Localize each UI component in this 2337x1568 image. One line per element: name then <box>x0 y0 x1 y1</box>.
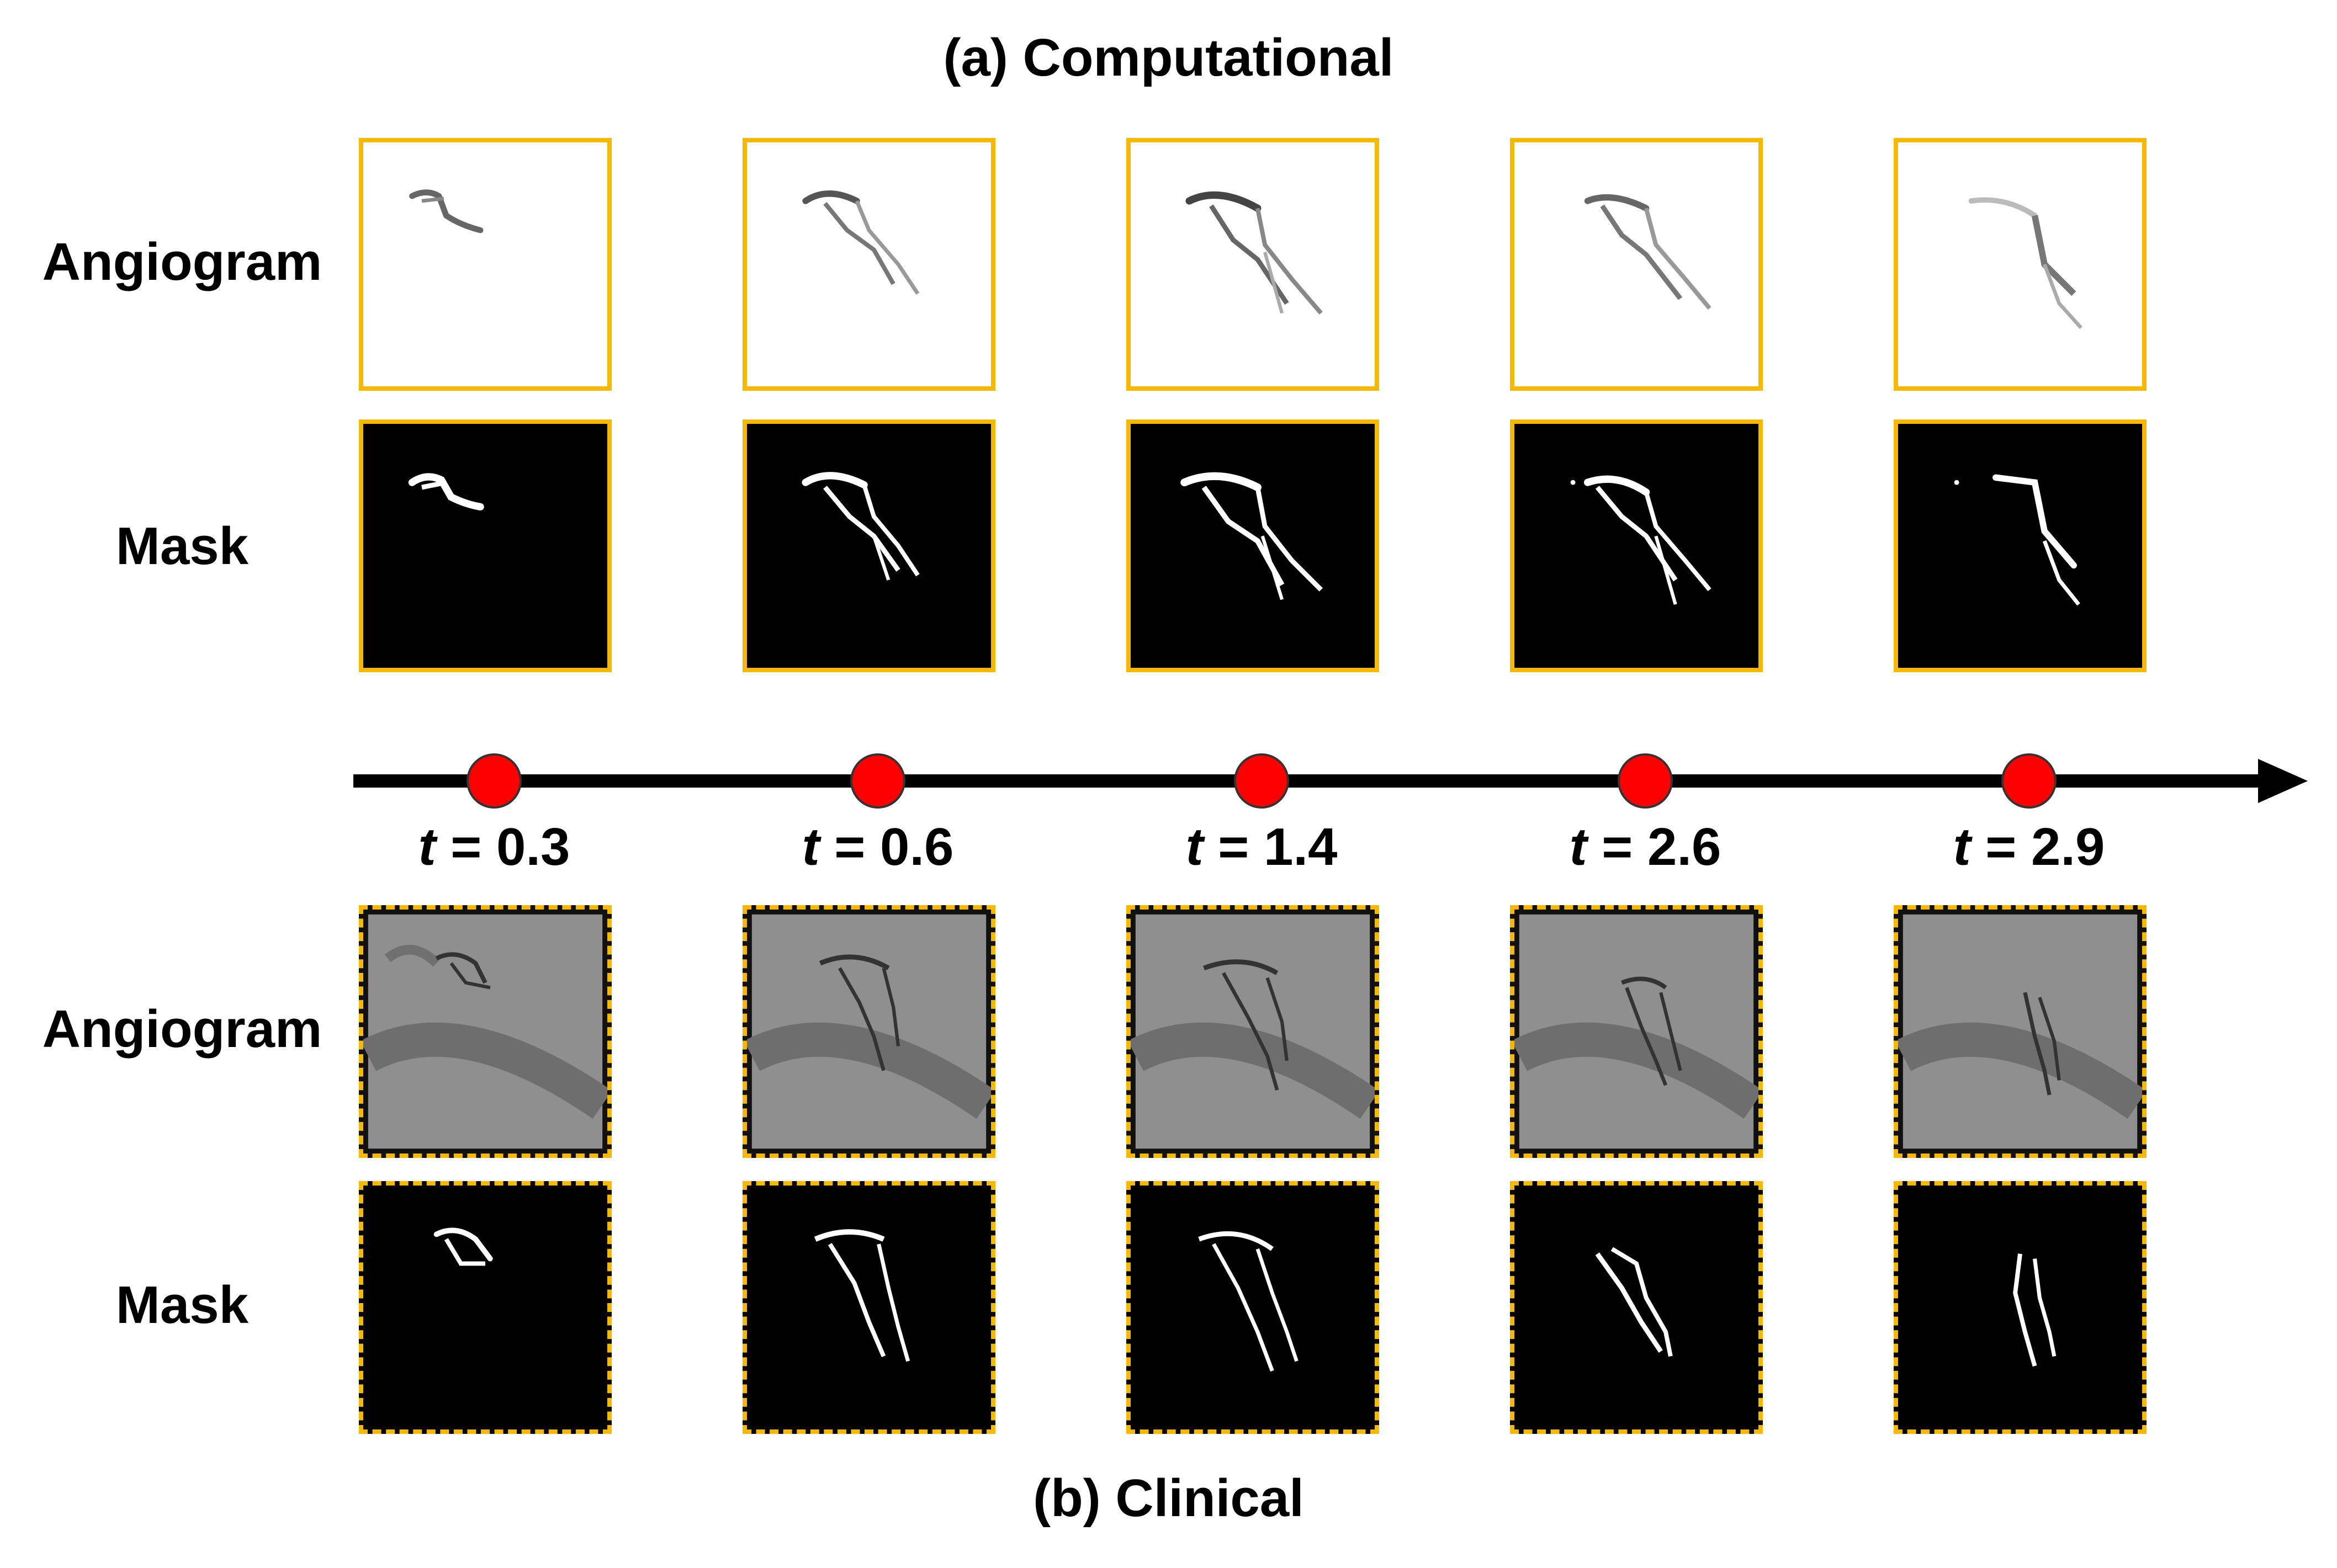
computational-mask-image <box>1570 475 1711 605</box>
timeline-label: t = 2.9 <box>1953 817 2105 876</box>
computational-angiogram-label: Angiogram <box>42 232 322 291</box>
computational-mask-label: Mask <box>115 517 249 576</box>
clinical-mask-panel <box>1510 1181 1763 1434</box>
computational-angiogram-image <box>409 189 484 233</box>
computational-mask-image <box>802 472 920 581</box>
clinical-angiogram-panel <box>359 905 612 1158</box>
computational-angiogram-image <box>1584 194 1711 310</box>
clinical-mask-image <box>2013 1253 2057 1367</box>
timeline-marker <box>467 753 522 809</box>
clinical-angiogram-image <box>747 914 991 1149</box>
clinical-mask-image <box>1595 1247 1673 1357</box>
timeline-arrowhead <box>2258 759 2308 803</box>
clinical-mask-image <box>814 1229 910 1362</box>
timeline-marker <box>1234 753 1289 809</box>
computational-mask-panel <box>743 419 995 672</box>
computational-mask-image <box>1954 474 2080 606</box>
clinical-angiogram-label: Angiogram <box>42 1000 322 1059</box>
timeline-marker <box>850 753 905 809</box>
clinical-mask-panel <box>1126 1181 1379 1434</box>
computational-angiogram-panel <box>1894 138 2147 391</box>
computational-angiogram-image <box>1185 191 1323 315</box>
computational-angiogram-panel <box>1126 138 1379 391</box>
timeline-label: t = 0.6 <box>802 817 954 876</box>
clinical-heading: (b) Clinical <box>1033 1469 1304 1528</box>
timeline-label: t = 1.4 <box>1185 817 1338 876</box>
computational-mask-panel <box>1126 419 1379 672</box>
clinical-angiogram-panel <box>1126 905 1379 1158</box>
clinical-angiogram-panel <box>1894 905 2147 1158</box>
clinical-angiogram-panel <box>743 905 995 1158</box>
clinical-angiogram-image <box>1131 914 1375 1149</box>
clinical-angiogram-image <box>363 914 607 1149</box>
timeline-marker <box>1618 753 1673 809</box>
clinical-mask-panel <box>359 1181 612 1434</box>
computational-mask-panel <box>1894 419 2147 672</box>
clinical-mask-panel <box>743 1181 995 1434</box>
computational-mask-image <box>1180 472 1323 600</box>
computational-angiogram-panel <box>359 138 612 391</box>
computational-mask-image <box>408 473 484 511</box>
computational-heading: (a) Computational <box>943 28 1394 87</box>
computational-mask-panel <box>1510 419 1763 672</box>
timeline-marker <box>2001 753 2057 809</box>
timeline-label: t = 2.6 <box>1569 817 1721 876</box>
computational-angiogram-panel <box>1510 138 1763 391</box>
clinical-mask-image <box>433 1227 493 1266</box>
computational-angiogram-image <box>1968 197 2082 329</box>
clinical-mask-panel <box>1894 1181 2147 1434</box>
clinical-angiogram-image <box>1898 914 2142 1149</box>
clinical-mask-image <box>1198 1231 1299 1372</box>
timeline-label: t = 0.3 <box>418 817 570 876</box>
clinical-mask-label: Mask <box>115 1275 249 1335</box>
computational-angiogram-image <box>802 190 920 295</box>
computational-angiogram-panel <box>743 138 995 391</box>
clinical-angiogram-panel <box>1510 905 1763 1158</box>
computational-mask-panel <box>359 419 612 672</box>
clinical-angiogram-image <box>1514 914 1758 1149</box>
